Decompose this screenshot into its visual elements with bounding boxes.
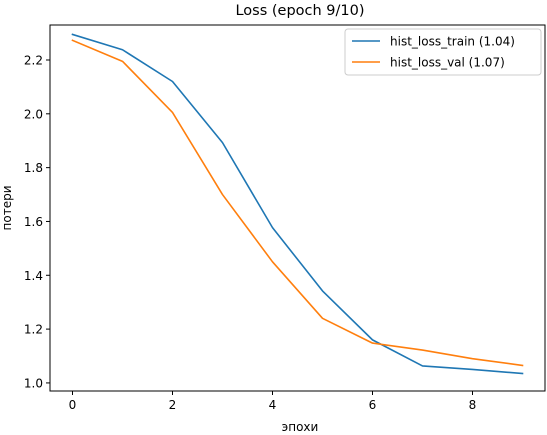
- x-tick-label: 4: [269, 398, 277, 412]
- legend-label-1: hist_loss_val (1.07): [390, 56, 505, 70]
- legend: hist_loss_train (1.04) hist_loss_val (1.0…: [344, 28, 542, 76]
- legend-box: [344, 28, 542, 76]
- y-tick-label: 2.0: [24, 107, 43, 121]
- plot-frame: [49, 24, 546, 392]
- y-tick-label: 1.6: [24, 215, 43, 229]
- series-line-1: [71, 39, 524, 367]
- x-tick-label: 0: [69, 398, 77, 412]
- x-axis-label: эпохи: [282, 420, 319, 434]
- y-tick-label: 1.2: [24, 323, 43, 337]
- chart-title: Loss (epoch 9/10): [235, 3, 364, 19]
- series-line-0: [71, 33, 524, 375]
- x-tick-label: 6: [369, 398, 377, 412]
- x-tick-label: 8: [469, 398, 477, 412]
- y-axis-label: потери: [0, 186, 14, 231]
- y-tick-label: 1.8: [24, 161, 43, 175]
- x-tick-label: 2: [169, 398, 177, 412]
- legend-label-0: hist_loss_train (1.04): [390, 35, 515, 49]
- y-tick-label: 1.0: [24, 376, 43, 390]
- y-tick-label: 2.2: [24, 53, 43, 67]
- y-tick-label: 1.4: [24, 269, 43, 283]
